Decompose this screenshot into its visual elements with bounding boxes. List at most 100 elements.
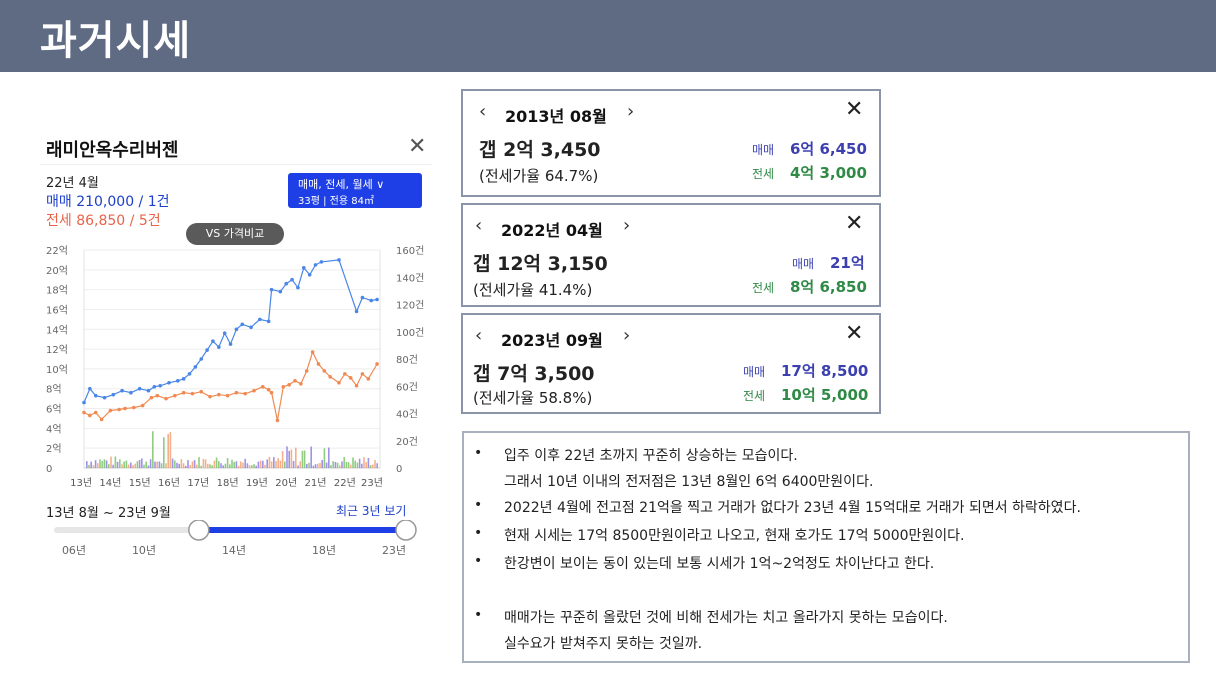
- jeonse-ratio: (전세가율 41.4%): [473, 281, 593, 299]
- volume-bar: [121, 464, 123, 468]
- volume-bar: [189, 465, 191, 468]
- volume-bar: [86, 461, 88, 468]
- volume-bar: [116, 461, 119, 468]
- data-point-jeonse: [243, 391, 247, 396]
- volume-bar: [352, 457, 354, 468]
- sale-value: 21억: [830, 254, 865, 272]
- data-point-sale: [199, 357, 204, 361]
- volume-bar: [233, 461, 235, 468]
- note-line: 실수요가 받쳐주지 못하는 것일까.: [504, 636, 703, 652]
- volume-bar: [178, 463, 180, 468]
- volume-bar: [336, 462, 339, 468]
- jeonse-ratio: (전세가율 58.8%): [473, 389, 593, 407]
- bullet: •: [474, 525, 483, 541]
- recent-3-years-link[interactable]: 최근 3년 보기: [336, 504, 407, 518]
- chevron-right-icon[interactable]: ›: [627, 101, 635, 122]
- data-point-sale: [175, 379, 180, 383]
- data-point-jeonse: [316, 362, 321, 366]
- data-point-sale: [302, 266, 306, 270]
- volume-bar: [365, 462, 367, 468]
- data-point-sale: [82, 400, 86, 405]
- data-point-jeonse: [164, 396, 168, 401]
- volume-bar: [99, 459, 101, 468]
- volume-bar: [330, 465, 332, 468]
- volume-bar: [97, 463, 99, 468]
- y-tick-label-left: 6억: [46, 404, 62, 416]
- volume-bar: [196, 464, 198, 468]
- volume-bar: [127, 464, 130, 468]
- data-point-sale: [217, 345, 221, 349]
- data-point-sale: [307, 272, 312, 277]
- data-point-jeonse: [299, 381, 303, 386]
- selected-jeonse-price: 전세 86,850 / 5건: [46, 213, 161, 229]
- data-point-sale: [129, 390, 133, 395]
- volume-bar: [292, 460, 295, 468]
- chevron-left-icon[interactable]: ‹: [479, 101, 487, 122]
- data-point-jeonse: [328, 375, 332, 379]
- chevron-left-icon[interactable]: ‹: [475, 325, 483, 346]
- slider-tick-label: 14년: [222, 544, 246, 557]
- volume-bar: [209, 464, 211, 468]
- data-point-jeonse: [375, 362, 379, 366]
- date-range-label: 13년 8월 ~ 23년 9월: [46, 506, 171, 521]
- data-point-jeonse: [287, 382, 291, 387]
- volume-bar: [193, 460, 196, 468]
- sale-label: 매매: [752, 143, 775, 157]
- close-icon[interactable]: ✕: [408, 134, 427, 159]
- close-icon[interactable]: ✕: [845, 321, 864, 346]
- volume-bar: [143, 464, 145, 468]
- volume-bar: [372, 464, 374, 468]
- y-tick-label-right: 160건: [396, 245, 424, 257]
- y-tick-label-left: 14억: [46, 324, 68, 336]
- volume-bar: [376, 463, 378, 468]
- gap-amount: 갭 12억 3,150: [473, 253, 608, 275]
- close-icon[interactable]: ✕: [845, 97, 864, 122]
- apartment-name: 래미안옥수리버젠: [46, 140, 179, 161]
- slider-range-fill: [198, 527, 406, 533]
- volume-bar: [165, 463, 167, 468]
- date-range-slider[interactable]: 06년 10년 14년 18년 23년: [40, 520, 432, 560]
- volume-bar: [204, 459, 207, 468]
- slider-tick-label: 10년: [132, 544, 156, 557]
- volume-bar: [248, 465, 251, 468]
- data-point-jeonse: [117, 407, 121, 412]
- data-point-jeonse: [252, 388, 256, 393]
- volume-bar: [198, 457, 200, 468]
- vs-compare-button[interactable]: VS 가격비교: [186, 223, 284, 245]
- volume-bar: [176, 462, 178, 468]
- y-tick-label-left: 4억: [46, 423, 62, 435]
- data-point-jeonse: [304, 369, 309, 373]
- volume-bar: [218, 461, 220, 468]
- series-line-sale: [83, 259, 378, 403]
- card-month: 2022년 04월: [501, 221, 603, 240]
- volume-bar: [268, 456, 271, 468]
- volume-bar: [281, 451, 284, 468]
- data-point-sale: [258, 317, 262, 322]
- y-tick-label-right: 100건: [396, 327, 424, 339]
- close-icon[interactable]: ✕: [845, 211, 864, 236]
- trade-type-filter-button[interactable]: 매매, 전세, 월세 ∨ 33평 | 전용 84㎡: [288, 173, 422, 208]
- jeonse-value: 10억 5,000: [781, 386, 869, 404]
- data-point-sale: [234, 327, 239, 332]
- analysis-notes: • 입주 이후 22년 초까지 꾸준히 상승하는 모습이다. 그래서 10년 이…: [462, 431, 1190, 663]
- volume-bar: [147, 465, 150, 468]
- bullet: •: [474, 607, 483, 623]
- volume-bar: [279, 460, 282, 468]
- chevron-left-icon[interactable]: ‹: [475, 215, 483, 236]
- volume-bar: [88, 464, 90, 468]
- volume-bar: [154, 461, 156, 468]
- chevron-right-icon[interactable]: ›: [623, 325, 631, 346]
- volume-bar: [167, 433, 169, 468]
- volume-bar: [132, 465, 134, 468]
- series-line-jeonse: [83, 350, 378, 421]
- volume-bar: [284, 461, 286, 468]
- bullet: •: [474, 445, 483, 461]
- volume-bar: [347, 462, 350, 468]
- note-line: 그래서 10년 이내의 전저점은 13년 8월인 6억 6400만원이다.: [504, 474, 874, 490]
- volume-bar: [264, 464, 266, 468]
- data-point-jeonse: [343, 372, 347, 376]
- sale-label: 매매: [743, 365, 766, 379]
- data-point-sale: [369, 298, 374, 303]
- data-point-sale: [158, 383, 162, 388]
- chevron-right-icon[interactable]: ›: [623, 215, 631, 236]
